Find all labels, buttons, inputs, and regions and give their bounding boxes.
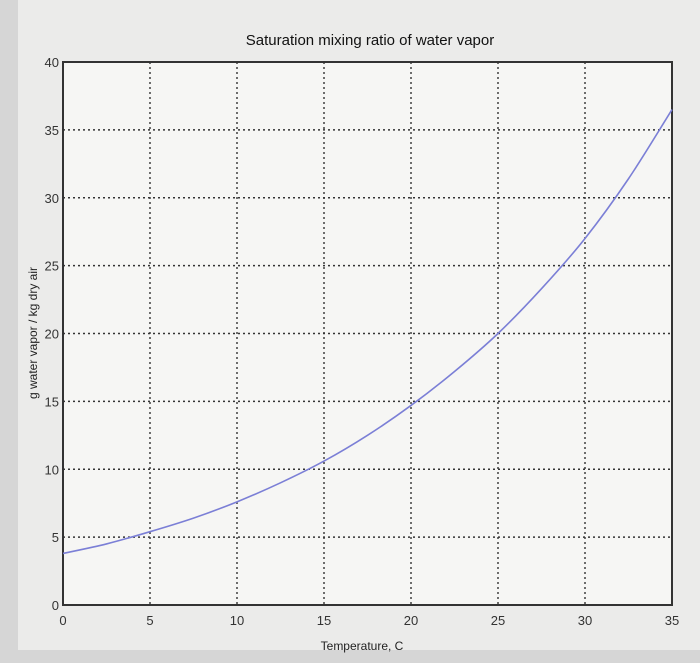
y-tick-label: 25 bbox=[45, 259, 59, 274]
x-tick-label: 20 bbox=[404, 613, 418, 628]
y-tick-label: 35 bbox=[45, 123, 59, 138]
y-tick-label: 30 bbox=[45, 191, 59, 206]
ticks: 0 5 10 15 20 25 30 35 0 5 10 15 20 25 30 35 40 bbox=[45, 55, 680, 628]
y-tick-label: 40 bbox=[45, 55, 59, 70]
y-tick-label: 10 bbox=[45, 462, 59, 477]
y-tick-label: 15 bbox=[45, 394, 59, 409]
x-tick-label: 0 bbox=[59, 613, 66, 628]
x-axis-label: Temperature, C bbox=[321, 639, 404, 653]
x-tick-label: 35 bbox=[665, 613, 679, 628]
grid bbox=[63, 62, 672, 605]
series-line bbox=[62, 109, 673, 555]
y-tick-label: 0 bbox=[52, 598, 59, 613]
y-tick-label: 5 bbox=[52, 530, 59, 545]
x-tick-label: 10 bbox=[230, 613, 244, 628]
x-tick-label: 30 bbox=[578, 613, 592, 628]
chart-title: Saturation mixing ratio of water vapor bbox=[246, 32, 494, 49]
y-tick-label: 20 bbox=[45, 327, 59, 342]
x-tick-label: 15 bbox=[317, 613, 331, 628]
x-tick-label: 5 bbox=[146, 613, 153, 628]
y-axis-label: g water vapor / kg dry air bbox=[26, 267, 40, 399]
x-tick-label: 25 bbox=[491, 613, 505, 628]
